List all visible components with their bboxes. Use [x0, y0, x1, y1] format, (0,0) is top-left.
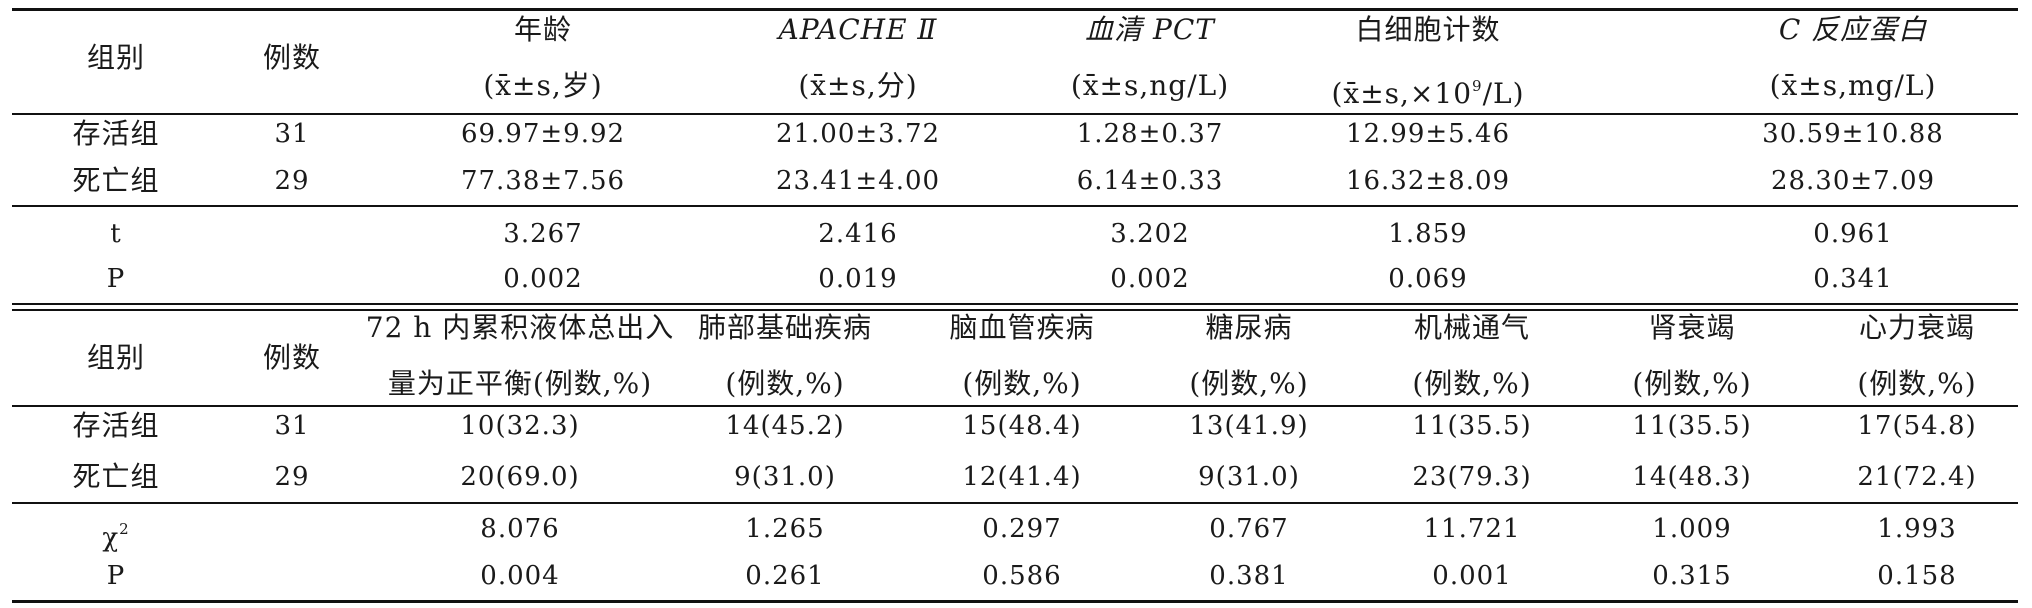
- cell-table1-r3-c2: 0.002: [503, 264, 583, 294]
- unit-table1-c5: (x̄±s,×109/L): [1331, 77, 1525, 110]
- header-table1-c0: 组别: [86, 41, 146, 74]
- cell-table1-r1-c6: 28.30±7.09: [1770, 166, 1936, 196]
- cell-table2-r0-c3: 14(45.2): [725, 411, 845, 441]
- cell-table2-r0-c1: 31: [274, 411, 310, 441]
- cell-table2-r2-c6: 11.721: [1423, 514, 1521, 544]
- header-table1-c3: APACHE Ⅱ: [778, 13, 938, 46]
- header-table2-c3: 肺部基础疾病: [697, 311, 873, 344]
- cell-table1-r1-c3: 23.41±4.00: [775, 166, 941, 196]
- cell-table2-r1-c4: 12(41.4): [962, 462, 1082, 492]
- cell-table2-r0-c4: 15(48.4): [962, 411, 1082, 441]
- cell-table1-r3-c5: 0.069: [1388, 264, 1468, 294]
- cell-table1-r0-c5: 12.99±5.46: [1345, 119, 1511, 149]
- cell-table2-r3-c6: 0.001: [1432, 561, 1512, 591]
- cell-table1-r2-c2: 3.267: [503, 219, 583, 249]
- rule-top: [12, 8, 2018, 11]
- cell-table2-r3-c2: 0.004: [480, 561, 560, 591]
- cell-table2-r1-c1: 29: [274, 462, 310, 492]
- cell-table1-r1-c4: 6.14±0.33: [1076, 166, 1224, 196]
- header-table1-c2: 年龄: [513, 13, 573, 46]
- cell-table2-r1-c7: 14(48.3): [1632, 462, 1752, 492]
- rule-double-b: [12, 309, 2018, 311]
- cell-table1-r3-c4: 0.002: [1110, 264, 1190, 294]
- cell-table2-r1-c8: 21(72.4): [1857, 462, 1977, 492]
- header-table1-c6: C 反应蛋白: [1778, 13, 1928, 46]
- header-table2-c7: 肾衰竭: [1648, 311, 1736, 344]
- cell-table2-r1-c2: 20(69.0): [460, 462, 580, 492]
- cell-table1-r1-c2: 77.38±7.56: [460, 166, 626, 196]
- cell-table2-r1-c5: 9(31.0): [1198, 462, 1300, 492]
- header-table1-c4: 血清 PCT: [1085, 13, 1215, 46]
- cell-table2-r3-c5: 0.381: [1209, 561, 1289, 591]
- cell-table1-r2-c5: 1.859: [1388, 219, 1468, 249]
- unit-table2-c5: (例数,%): [1189, 367, 1309, 400]
- cell-table2-r2-c4: 0.297: [982, 514, 1062, 544]
- unit-table2-c3: (例数,%): [725, 367, 845, 400]
- unit-table2-c6: (例数,%): [1412, 367, 1532, 400]
- unit-table2-c2: 量为正平衡(例数,%): [387, 367, 653, 400]
- cell-table1-r0-c2: 69.97±9.92: [460, 119, 626, 149]
- cell-table2-r2-c2: 8.076: [480, 514, 560, 544]
- unit-table2-c4: (例数,%): [962, 367, 1082, 400]
- cell-table2-r0-c8: 17(54.8): [1857, 411, 1977, 441]
- cell-table2-r0-c5: 13(41.9): [1189, 411, 1309, 441]
- unit-table1-c4: (x̄±s,ng/L): [1070, 69, 1230, 102]
- cell-table1-r0-c0: 存活组: [72, 117, 160, 150]
- rule-double-a: [12, 303, 2018, 305]
- cell-table2-r3-c7: 0.315: [1652, 561, 1732, 591]
- unit-table2-c8: (例数,%): [1857, 367, 1977, 400]
- cell-table2-r2-c0: χ2: [102, 520, 130, 553]
- cell-table2-r2-c7: 1.009: [1652, 514, 1732, 544]
- rule-groups2: [12, 502, 2018, 504]
- cell-table2-r2-c3: 1.265: [745, 514, 825, 544]
- cell-table2-r0-c7: 11(35.5): [1632, 411, 1752, 441]
- unit-table2-c7: (例数,%): [1632, 367, 1752, 400]
- unit-table1-c6: (x̄±s,mg/L): [1769, 69, 1937, 102]
- cell-table1-r1-c1: 29: [274, 166, 310, 196]
- cell-table2-r3-c3: 0.261: [745, 561, 825, 591]
- header-table2-c4: 脑血管疾病: [949, 311, 1095, 344]
- cell-table1-r1-c5: 16.32±8.09: [1345, 166, 1511, 196]
- cell-table2-r2-c8: 1.993: [1877, 514, 1957, 544]
- cell-table2-r2-c5: 0.767: [1209, 514, 1289, 544]
- rule-header2: [12, 405, 2018, 407]
- cell-table1-r2-c3: 2.416: [818, 219, 898, 249]
- header-table2-c6: 机械通气: [1413, 311, 1531, 344]
- cell-table1-r0-c3: 21.00±3.72: [775, 119, 941, 149]
- cell-table2-r3-c0: P: [106, 561, 126, 591]
- cell-table2-r1-c6: 23(79.3): [1412, 462, 1532, 492]
- cell-table2-r3-c4: 0.586: [982, 561, 1062, 591]
- header-table2-c1: 例数: [262, 341, 322, 374]
- cell-table1-r0-c6: 30.59±10.88: [1762, 119, 1944, 149]
- cell-table1-r3-c3: 0.019: [818, 264, 898, 294]
- cell-table2-r0-c0: 存活组: [72, 409, 160, 442]
- header-table2-c5: 糖尿病: [1205, 311, 1293, 344]
- cell-table2-r3-c8: 0.158: [1877, 561, 1957, 591]
- cell-table1-r2-c0: t: [110, 219, 122, 249]
- header-table2-c8: 心力衰竭: [1858, 311, 1976, 344]
- cell-table1-r3-c0: P: [106, 264, 126, 294]
- cell-table1-r2-c6: 0.961: [1813, 219, 1893, 249]
- cell-table1-r3-c6: 0.341: [1813, 264, 1893, 294]
- rule-bottom: [12, 600, 2018, 603]
- rule-groups1: [12, 205, 2018, 207]
- unit-table1-c2: (x̄±s,岁): [483, 69, 603, 102]
- cell-table1-r1-c0: 死亡组: [72, 164, 160, 197]
- cell-table2-r0-c6: 11(35.5): [1412, 411, 1532, 441]
- header-table2-c2: 72 h 内累积液体总出入: [365, 311, 675, 344]
- cell-table1-r0-c4: 1.28±0.37: [1076, 119, 1224, 149]
- unit-table1-c3: (x̄±s,分): [798, 69, 918, 102]
- cell-table2-r1-c3: 9(31.0): [734, 462, 836, 492]
- header-table1-c5: 白细胞计数: [1355, 13, 1501, 46]
- cell-table2-r0-c2: 10(32.3): [460, 411, 580, 441]
- cell-table1-r2-c4: 3.202: [1110, 219, 1190, 249]
- header-table2-c0: 组别: [86, 341, 146, 374]
- cell-table1-r0-c1: 31: [274, 119, 310, 149]
- rule-header1: [12, 113, 2018, 115]
- header-table1-c1: 例数: [262, 41, 322, 74]
- cell-table2-r1-c0: 死亡组: [72, 460, 160, 493]
